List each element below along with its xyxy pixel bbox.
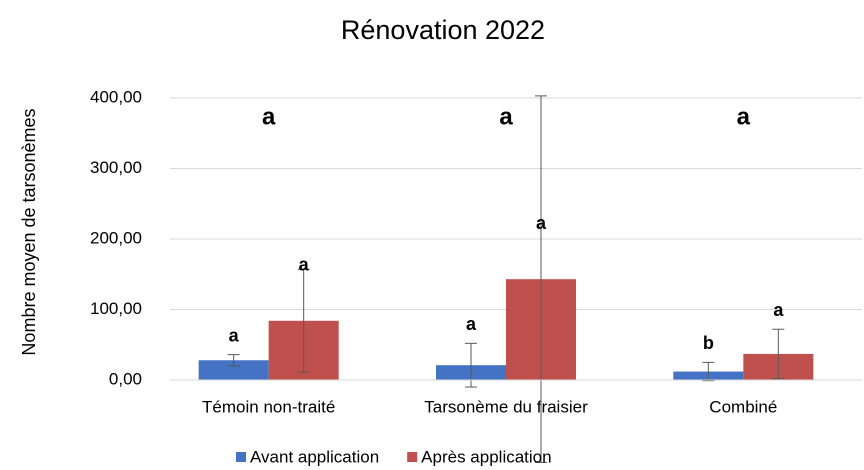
error-bar [702,361,715,382]
group-letter: a [262,103,276,130]
error-bar [297,268,310,373]
legend-swatch [407,452,418,462]
bar-letter: a [466,314,477,334]
error-bar [227,354,240,367]
x-tick-label: Témoin non-traité [202,397,335,416]
x-tick-label: Tarsonème du fraisier [424,397,588,416]
y-tick-label: 0,00 [109,369,142,388]
group-letter: a [499,103,513,130]
y-tick-label: 400,00 [90,87,142,106]
bar-letter: a [773,300,784,320]
bar [198,360,269,380]
y-axis-label: Nombre moyen de tarsonèmes [19,108,39,355]
group-letter: a [737,103,751,130]
legend-swatch [236,452,246,462]
y-tick-label: 200,00 [90,228,142,247]
bar-letter: a [299,255,310,275]
x-tick-label: Combiné [709,397,777,416]
error-bar [535,95,548,463]
error-bar [772,328,785,380]
y-tick-label: 100,00 [90,299,142,318]
legend-label: Avant application [250,447,379,466]
bar-letter: a [229,325,240,345]
bar-letter: a [536,213,547,233]
bar-letter: b [703,333,714,353]
y-tick-label: 300,00 [90,158,142,177]
legend-label: Après application [421,447,551,466]
chart-title: Rénovation 2022 [341,15,545,45]
